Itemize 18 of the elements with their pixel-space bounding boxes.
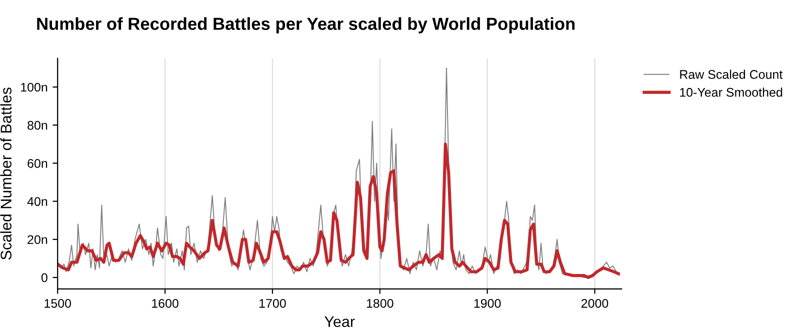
legend-label: Raw Scaled Count xyxy=(680,70,783,79)
x-tick-label: 1500 xyxy=(44,298,72,308)
line-series xyxy=(58,142,620,280)
y-tick-label: 20n xyxy=(28,235,48,244)
y-tick-label: 40n xyxy=(27,197,48,206)
x-tick-label: 2000 xyxy=(581,298,608,308)
x-tick-label: 1700 xyxy=(260,298,286,308)
x-tick-label: 1800 xyxy=(366,298,394,308)
x-tick-label: 1900 xyxy=(474,298,501,308)
y-tick-label: 100n xyxy=(21,82,48,92)
y-axis-title: Scaled Number of Battles xyxy=(0,88,12,260)
x-tick-label: 1600 xyxy=(152,298,178,308)
y-tick-label: 60n xyxy=(28,159,48,168)
legend-label: 10-Year Smoothed xyxy=(680,88,782,97)
chart-title: Number of Recorded Battles per Year scaled by World Population xyxy=(37,17,575,34)
y-tick-label: 0 xyxy=(41,273,48,282)
y-tick-label: 80n xyxy=(28,120,48,130)
x-axis-title: Year xyxy=(324,316,355,328)
